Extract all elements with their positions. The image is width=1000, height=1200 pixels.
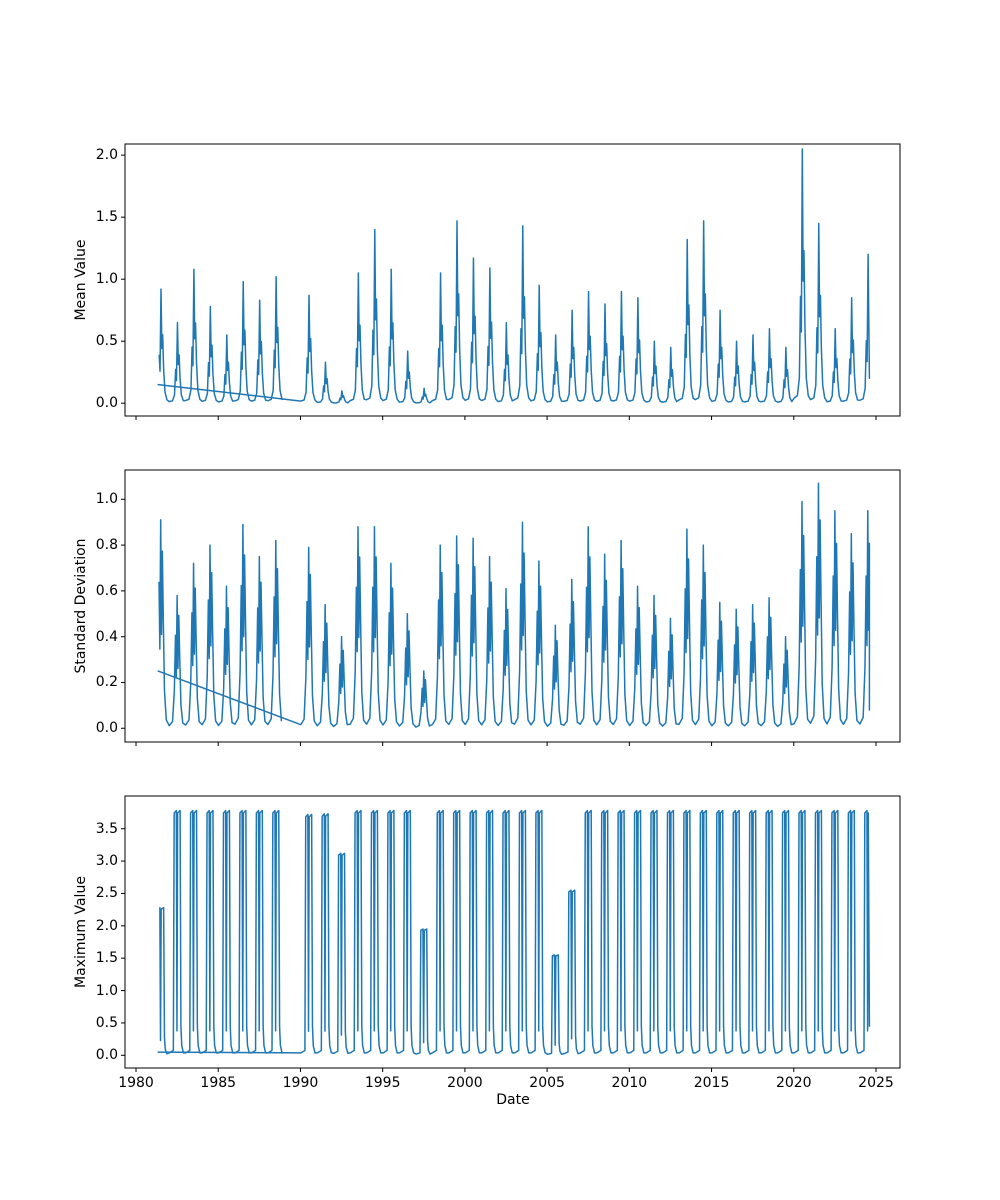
y-tick-label: 1.0 (95, 491, 118, 508)
y-tick-label: 1.0 (95, 982, 118, 999)
y-tick-label: 0.6 (95, 582, 118, 599)
subplot-1-spines (124, 469, 901, 743)
y-tick-label: 1.0 (95, 271, 118, 288)
x-tick-label: 1990 (282, 1075, 319, 1091)
subplot-2-spines (124, 795, 901, 1069)
x-tick-label: 2015 (693, 1075, 730, 1091)
series-line-standard-deviation (157, 482, 871, 728)
x-tick-label: 1985 (200, 1075, 237, 1091)
subplot-0-spines (124, 143, 901, 417)
x-tick-label: 2020 (775, 1075, 812, 1091)
x-tick-label: 1980 (118, 1075, 154, 1091)
y-tick-label: 1.5 (95, 209, 118, 226)
y-tick-label: 0.0 (95, 1047, 118, 1064)
x-tick-label: 2000 (447, 1075, 483, 1091)
series-line-maximum-value (159, 809, 283, 1055)
y-tick-label: 0.5 (95, 333, 118, 350)
y-tick-label: 2.5 (95, 885, 118, 902)
y-axis-label-standard-deviation: Standard Deviation (73, 538, 89, 674)
y-tick-label: 2.0 (95, 917, 118, 934)
y-tick-label: 2.0 (95, 147, 118, 164)
x-tick-label: 2025 (858, 1075, 894, 1091)
y-tick-label: 0.0 (95, 395, 118, 412)
y-tick-label: 0.2 (95, 674, 118, 691)
series-line-standard-deviation (158, 519, 283, 727)
series-line-mean-value (158, 268, 283, 403)
y-tick-label: 0.5 (95, 1014, 118, 1031)
series-line-maximum-value (157, 809, 871, 1056)
x-axis-label-date: Date (496, 1092, 530, 1108)
x-tick-label: 2010 (611, 1075, 648, 1091)
y-tick-label: 3.0 (95, 853, 118, 870)
y-tick-label: 0.4 (95, 628, 118, 645)
series-line-mean-value (157, 148, 871, 404)
y-tick-label: 1.5 (95, 950, 118, 967)
x-tick-label: 2005 (529, 1075, 565, 1091)
x-tick-label: 1995 (364, 1075, 401, 1091)
y-tick-label: 3.5 (95, 820, 118, 837)
y-tick-label: 0.0 (95, 720, 118, 737)
y-tick-label: 0.8 (95, 537, 118, 554)
